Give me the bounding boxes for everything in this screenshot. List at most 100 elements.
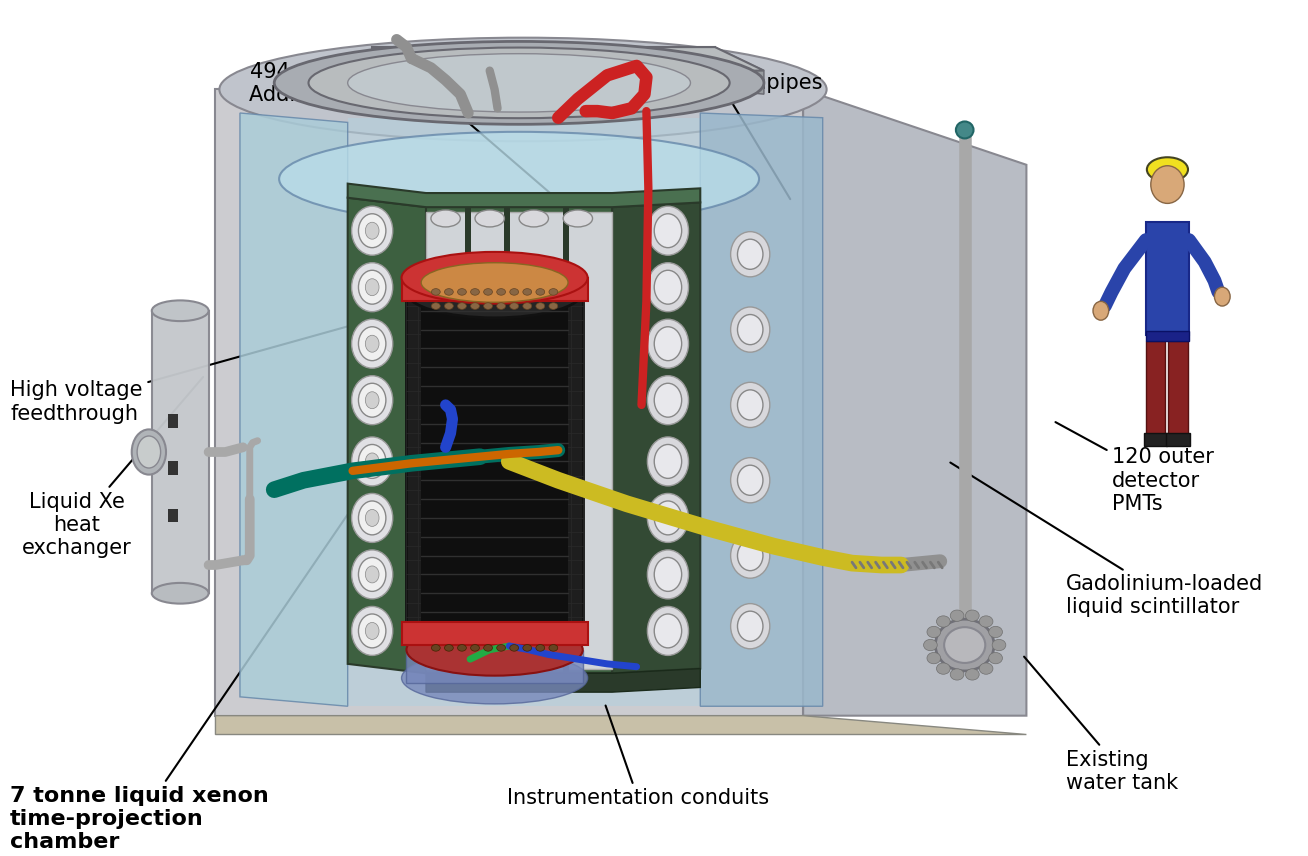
Ellipse shape <box>549 645 557 651</box>
Ellipse shape <box>445 645 454 651</box>
Ellipse shape <box>407 624 583 675</box>
Bar <box>564 207 569 674</box>
Ellipse shape <box>654 614 681 648</box>
Ellipse shape <box>358 270 386 304</box>
Polygon shape <box>216 90 803 716</box>
Ellipse shape <box>275 41 764 124</box>
Ellipse shape <box>654 327 681 360</box>
Ellipse shape <box>738 465 763 496</box>
Bar <box>169 414 178 427</box>
Ellipse shape <box>358 557 386 591</box>
Ellipse shape <box>365 509 379 526</box>
Ellipse shape <box>927 627 940 638</box>
Ellipse shape <box>647 550 688 599</box>
Ellipse shape <box>152 583 208 603</box>
Polygon shape <box>421 297 568 627</box>
Ellipse shape <box>220 38 827 141</box>
Bar <box>348 118 700 706</box>
Ellipse shape <box>421 263 568 302</box>
Polygon shape <box>803 90 1027 716</box>
Ellipse shape <box>738 611 763 641</box>
Ellipse shape <box>152 300 208 321</box>
Ellipse shape <box>536 303 544 309</box>
Ellipse shape <box>1147 158 1188 181</box>
Ellipse shape <box>549 288 557 295</box>
Ellipse shape <box>647 376 688 425</box>
Ellipse shape <box>471 303 480 309</box>
Ellipse shape <box>352 493 392 543</box>
Bar <box>169 461 178 474</box>
Ellipse shape <box>352 206 392 255</box>
Ellipse shape <box>654 557 681 591</box>
Ellipse shape <box>731 232 770 276</box>
Ellipse shape <box>348 54 691 112</box>
Ellipse shape <box>654 444 681 479</box>
Ellipse shape <box>402 652 587 704</box>
Ellipse shape <box>358 383 386 417</box>
Polygon shape <box>426 207 612 674</box>
Ellipse shape <box>738 540 763 571</box>
Ellipse shape <box>654 214 681 247</box>
Polygon shape <box>715 47 764 94</box>
Polygon shape <box>348 184 700 207</box>
Ellipse shape <box>935 619 994 671</box>
Ellipse shape <box>430 210 460 227</box>
Ellipse shape <box>358 614 386 648</box>
Ellipse shape <box>731 383 770 427</box>
Ellipse shape <box>358 444 386 479</box>
Ellipse shape <box>927 652 940 663</box>
Ellipse shape <box>132 430 166 474</box>
Bar <box>407 650 583 683</box>
Ellipse shape <box>536 645 544 651</box>
Ellipse shape <box>309 48 730 118</box>
Ellipse shape <box>432 645 441 651</box>
Ellipse shape <box>989 627 1002 638</box>
Ellipse shape <box>731 307 770 352</box>
Ellipse shape <box>950 669 964 680</box>
Text: 120 outer
detector
PMTs: 120 outer detector PMTs <box>1056 422 1214 514</box>
Ellipse shape <box>458 645 467 651</box>
Ellipse shape <box>365 279 379 295</box>
Ellipse shape <box>445 288 454 295</box>
Ellipse shape <box>352 550 392 599</box>
Ellipse shape <box>352 606 392 656</box>
Ellipse shape <box>993 639 1006 651</box>
Ellipse shape <box>497 288 505 295</box>
Ellipse shape <box>647 206 688 255</box>
Polygon shape <box>373 47 764 71</box>
Text: Neutron beampipes: Neutron beampipes <box>617 73 823 199</box>
Ellipse shape <box>458 288 467 295</box>
Ellipse shape <box>365 566 379 583</box>
Polygon shape <box>612 203 700 674</box>
Bar <box>1146 341 1165 435</box>
Polygon shape <box>216 716 1027 734</box>
Ellipse shape <box>365 453 379 470</box>
Ellipse shape <box>923 639 938 651</box>
Ellipse shape <box>647 606 688 656</box>
Ellipse shape <box>358 501 386 535</box>
Ellipse shape <box>654 501 681 535</box>
Ellipse shape <box>731 458 770 502</box>
Ellipse shape <box>647 437 688 486</box>
Ellipse shape <box>497 645 505 651</box>
Ellipse shape <box>944 627 985 663</box>
Ellipse shape <box>279 132 759 226</box>
Bar <box>169 508 178 521</box>
Bar <box>152 311 208 593</box>
Ellipse shape <box>484 645 493 651</box>
Text: Instrumentation conduits: Instrumentation conduits <box>508 705 769 808</box>
Ellipse shape <box>564 210 593 227</box>
Ellipse shape <box>1151 166 1184 204</box>
Ellipse shape <box>352 376 392 425</box>
Ellipse shape <box>352 437 392 486</box>
Ellipse shape <box>458 303 467 309</box>
Ellipse shape <box>654 383 681 417</box>
Ellipse shape <box>647 263 688 312</box>
Polygon shape <box>426 212 612 669</box>
Ellipse shape <box>980 663 993 675</box>
Ellipse shape <box>1214 288 1230 306</box>
Text: 494 photomultiplier tubes (PMTs)
Additional 131 xenon “skin” PMTs: 494 photomultiplier tubes (PMTs) Additio… <box>249 62 596 211</box>
Ellipse shape <box>549 303 557 309</box>
Ellipse shape <box>402 252 587 304</box>
Ellipse shape <box>510 288 518 295</box>
